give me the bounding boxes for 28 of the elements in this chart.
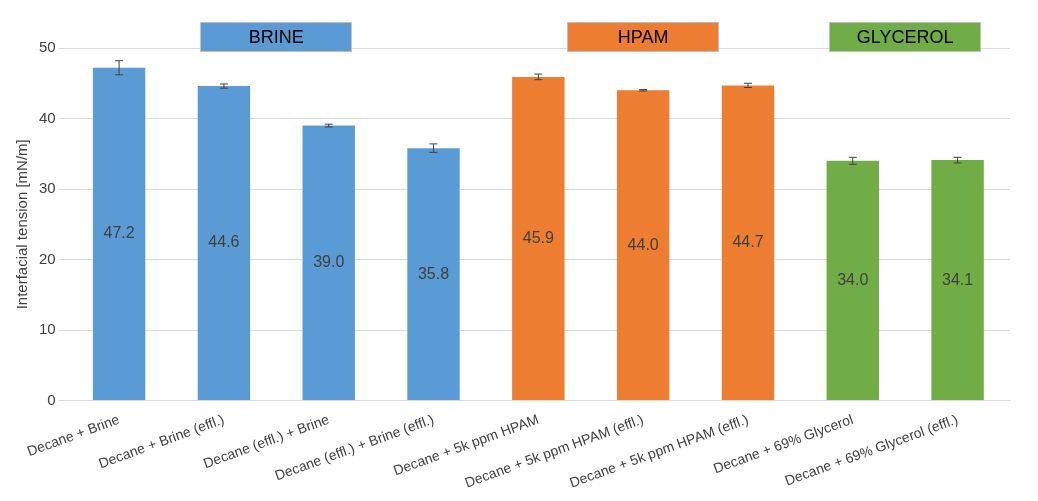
data-label: 44.7 <box>732 233 764 251</box>
y-tick-label: 40 <box>39 108 56 126</box>
data-label: 47.2 <box>103 224 135 242</box>
bar <box>512 76 565 401</box>
data-label: 34.0 <box>837 270 869 288</box>
data-label: 35.8 <box>417 264 450 282</box>
data-label: 44.6 <box>208 233 240 251</box>
group-tag: GLYCEROL <box>829 22 982 52</box>
data-label: 34.1 <box>942 270 974 288</box>
y-axis-title: Interfacial tension [mN/m] <box>13 139 31 310</box>
bar <box>931 160 984 401</box>
bar <box>826 160 879 401</box>
bar <box>197 86 251 401</box>
y-tick-label: 50 <box>39 38 56 56</box>
data-label: 45.9 <box>522 228 555 246</box>
y-tick-label: 20 <box>39 249 56 267</box>
bar <box>302 125 355 401</box>
data-label: 44.0 <box>627 235 659 253</box>
data-label: 39.0 <box>313 253 345 271</box>
y-tick-label: 30 <box>39 179 56 197</box>
bar <box>92 67 146 401</box>
group-tag: HPAM <box>567 22 720 52</box>
bar <box>407 148 460 401</box>
bar <box>616 90 670 401</box>
bar <box>721 85 775 401</box>
y-tick-label: 0 <box>47 390 56 408</box>
group-tag: BRINE <box>200 22 353 52</box>
y-tick-label: 10 <box>39 320 56 338</box>
